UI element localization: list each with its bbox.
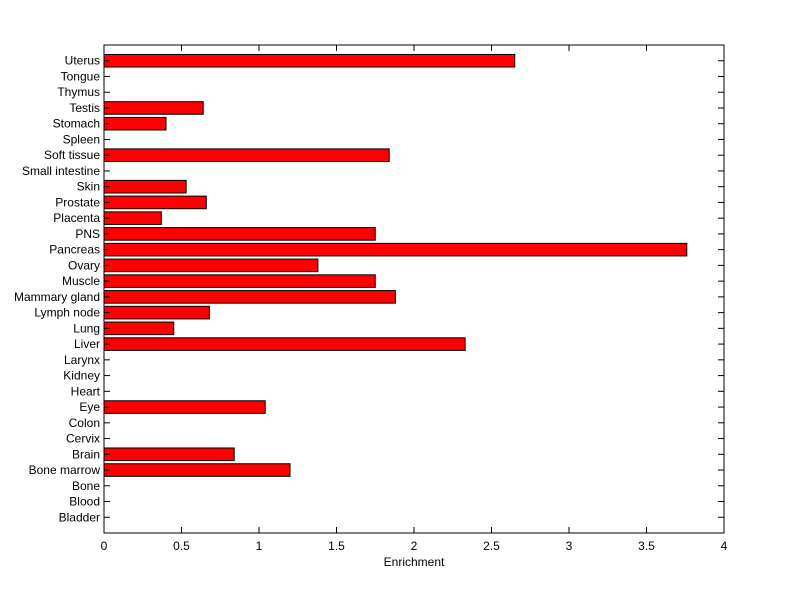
bar-soft-tissue <box>103 148 390 162</box>
x-tick-label: 0.5 <box>173 539 190 553</box>
x-tick-label: 3.5 <box>638 539 655 553</box>
y-tick-label: Blood <box>69 495 100 509</box>
y-tick-label: Liver <box>74 337 100 351</box>
bar-prostate <box>103 195 207 210</box>
y-tick-label: Pancreas <box>49 243 100 257</box>
bar-lung <box>103 321 175 336</box>
bar-brain <box>103 447 235 462</box>
bar-testis <box>103 101 204 115</box>
bar-pns <box>103 227 376 241</box>
bar-uterus <box>103 53 516 68</box>
y-tick-label: Muscle <box>62 274 100 288</box>
bar-liver <box>103 337 466 351</box>
y-tick-label: Skin <box>77 180 100 194</box>
y-tick-label: Bladder <box>59 510 100 524</box>
y-tick-label: Larynx <box>64 353 100 367</box>
y-tick-label: Colon <box>69 416 100 430</box>
bar-placenta <box>103 211 162 225</box>
y-tick-label: Spleen <box>63 132 100 146</box>
x-tick-label: 0 <box>101 539 108 553</box>
y-tick-label: Cervix <box>66 432 100 446</box>
y-tick-label: PNS <box>75 227 100 241</box>
bar-stomach <box>103 116 167 131</box>
y-tick-label: Thymus <box>57 85 100 99</box>
y-tick-label: Bone <box>72 479 100 493</box>
x-tick-label: 1 <box>256 539 263 553</box>
x-tick-label: 2.5 <box>483 539 500 553</box>
y-tick-label: Heart <box>71 384 101 398</box>
y-tick-label: Brain <box>72 447 100 461</box>
y-tick-label: Soft tissue <box>44 148 100 162</box>
y-tick-label: Small intestine <box>22 164 100 178</box>
y-tick-label: Testis <box>69 101 100 115</box>
bar-muscle <box>103 274 376 288</box>
y-tick-label: Stomach <box>53 117 100 131</box>
y-tick-label: Eye <box>79 400 100 414</box>
x-tick-label: 2 <box>411 539 418 553</box>
bar-skin <box>103 179 187 194</box>
y-tick-label: Uterus <box>65 54 100 68</box>
x-tick-label: 4 <box>721 539 728 553</box>
bar-bone-marrow <box>103 463 291 477</box>
bar-pancreas <box>103 242 688 257</box>
y-tick-label: Prostate <box>55 195 100 209</box>
bar-lymph-node <box>103 305 210 320</box>
bar-ovary <box>103 258 319 273</box>
bar-mammary-gland <box>103 290 396 304</box>
y-tick-label: Bone marrow <box>29 463 101 477</box>
y-tick-label: Mammary gland <box>14 290 100 304</box>
y-tick-label: Lung <box>73 321 100 335</box>
y-tick-label: Lymph node <box>34 306 100 320</box>
x-tick-label: 3 <box>566 539 573 553</box>
y-tick-label: Tongue <box>61 69 101 83</box>
x-axis-label: Enrichment <box>384 555 445 569</box>
y-tick-label: Placenta <box>53 211 100 225</box>
x-tick-label: 1.5 <box>328 539 345 553</box>
y-tick-label: Ovary <box>68 258 100 272</box>
y-tick-label: Kidney <box>63 369 100 383</box>
bar-eye <box>103 400 266 414</box>
